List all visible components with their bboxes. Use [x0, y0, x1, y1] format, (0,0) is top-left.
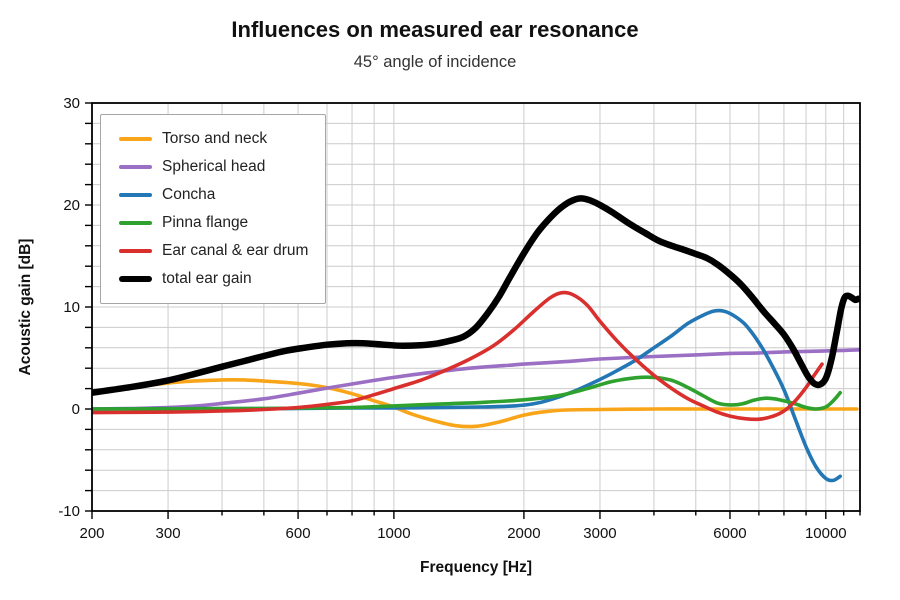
- legend: Torso and neck Spherical head Concha Pinna …: [100, 114, 327, 304]
- x-axis-label: Frequency [Hz]: [420, 559, 532, 576]
- series-line-pinna-flange: [92, 375, 842, 411]
- x-tick-label: 3000: [583, 525, 616, 542]
- x-tick-label: 600: [286, 525, 311, 542]
- y-tick-label: -10: [58, 503, 80, 520]
- legend-swatch: [119, 249, 152, 253]
- y-tick-label: 30: [63, 95, 80, 112]
- x-tick-label: 200: [79, 525, 104, 542]
- y-tick-label: 10: [63, 299, 80, 316]
- legend-swatch: [119, 193, 152, 197]
- series-line-concha: [92, 308, 842, 483]
- legend-item-label: Ear canal & ear drum: [162, 242, 309, 259]
- legend-swatch: [119, 165, 152, 169]
- legend-item: Torso and neck: [119, 125, 308, 153]
- x-tick-label: 6000: [713, 525, 746, 542]
- chart-subtitle: 45° angle of incidence: [353, 53, 517, 71]
- y-tick-label: 20: [63, 197, 80, 214]
- series-line-torso-and-neck: [92, 377, 859, 429]
- legend-swatch: [119, 137, 152, 141]
- ticks: [85, 102, 861, 519]
- x-tick-label: 10000: [805, 525, 847, 542]
- series-line-total-ear-gain: [92, 195, 860, 396]
- legend-item: Spherical head: [119, 153, 308, 181]
- legend-item-label: Pinna flange: [162, 214, 249, 231]
- x-tick-label: 1000: [377, 525, 410, 542]
- legend-item: Pinna flange: [119, 209, 308, 237]
- legend-swatch: [119, 221, 152, 225]
- legend-item-label: Spherical head: [162, 158, 266, 175]
- legend-item-label: total ear gain: [162, 270, 252, 287]
- legend-item-label: Torso and neck: [162, 130, 268, 147]
- legend-item: Concha: [119, 181, 308, 209]
- legend-item: total ear gain: [119, 265, 308, 293]
- chart-title: Influences on measured ear resonance: [231, 17, 639, 42]
- legend-item-label: Concha: [162, 186, 216, 203]
- series-line-ear-canal-ear-drum: [92, 290, 824, 422]
- y-tick-label: 0: [72, 401, 80, 418]
- legend-item: Ear canal & ear drum: [119, 237, 308, 265]
- legend-swatch: [119, 275, 152, 283]
- series-group: [92, 195, 860, 483]
- x-tick-label: 300: [156, 525, 181, 542]
- series-line-spherical-head: [92, 348, 860, 411]
- x-tick-label: 2000: [507, 525, 540, 542]
